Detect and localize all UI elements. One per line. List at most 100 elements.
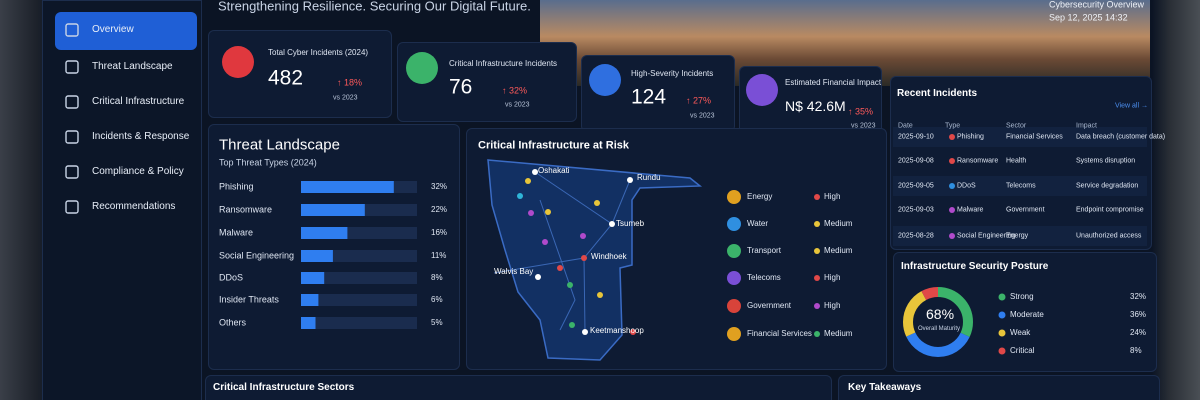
- nav-item[interactable]: Compliance & Policy: [92, 166, 184, 177]
- table-cell: Systems disruption: [1076, 157, 1136, 165]
- city-marker: [581, 255, 587, 261]
- top-right-title: Cybersecurity Overview: [1049, 0, 1145, 10]
- city-marker: [582, 329, 588, 335]
- bar-value-label: 32%: [431, 182, 448, 191]
- nav-icon: [65, 23, 79, 37]
- bar-track: [301, 272, 417, 284]
- donut-center-value: 68%: [926, 306, 955, 322]
- donut-center-label: Overall Maturity: [918, 326, 961, 332]
- table-cell: 2025-09-08: [898, 157, 934, 165]
- risk-dot: [814, 248, 820, 254]
- bar-label: Insider Threats: [219, 294, 279, 305]
- table-cell: Unauthorized access: [1076, 232, 1142, 240]
- table-cell: 2025-09-05: [898, 182, 934, 190]
- legend-label: Weak: [1010, 328, 1031, 337]
- risk-dot: [814, 303, 820, 309]
- sector-icon: [727, 244, 741, 258]
- city-label: Keetmanshoop: [590, 326, 644, 335]
- risk-dot: [814, 221, 820, 227]
- nav-item[interactable]: Recommendations: [92, 201, 176, 212]
- legend-dot: [998, 311, 1006, 319]
- timestamp: Sep 12, 2025 14:32: [1049, 12, 1128, 23]
- panel-title: Infrastructure Security Posture: [901, 261, 1049, 272]
- panel-subtitle: Top Threat Types (2024): [219, 157, 317, 168]
- nav-item[interactable]: Overview: [92, 24, 134, 35]
- nav-icon: [65, 95, 79, 109]
- legend-value: 24%: [1130, 328, 1147, 337]
- table-header: Type: [945, 122, 961, 130]
- nav-item[interactable]: Incidents & Response: [92, 131, 190, 142]
- bar: [301, 250, 333, 262]
- table-cell: Phishing: [957, 133, 984, 141]
- kpi-compare: vs 2023: [851, 122, 876, 130]
- kpi-icon: [746, 74, 778, 106]
- sectors-panel: [205, 375, 832, 400]
- table-cell: 2025-09-03: [898, 206, 934, 214]
- view-all-link[interactable]: View all →: [1115, 102, 1148, 110]
- risk-label: High: [824, 192, 841, 201]
- bar-label: Ransomware: [219, 204, 273, 215]
- bar-track: [301, 317, 417, 329]
- bar: [301, 204, 365, 216]
- risk-label: High: [824, 273, 841, 282]
- legend-dot: [998, 329, 1006, 337]
- table-cell: Data breach (customer data): [1076, 133, 1166, 141]
- table-cell: Ransomware: [957, 157, 999, 165]
- takeaways-panel: [838, 375, 1160, 400]
- bar-label: Malware: [219, 227, 254, 238]
- panel-title: Key Takeaways: [848, 382, 922, 393]
- type-dot: [949, 183, 955, 189]
- risk-label: Medium: [824, 329, 853, 338]
- kpi-change: ↑ 35%: [848, 106, 874, 117]
- table-cell: Health: [1006, 157, 1027, 165]
- kpi-value: 482: [268, 66, 304, 90]
- table-row: [893, 127, 1147, 147]
- sidebar: [42, 0, 202, 400]
- kpi-label: Critical Infrastructure Incidents: [449, 59, 558, 68]
- bar: [301, 294, 319, 306]
- namibia-map: [487, 159, 703, 361]
- nav-icon: [65, 200, 79, 214]
- risk-dot: [814, 331, 820, 337]
- panel-title: Recent Incidents: [897, 88, 978, 99]
- type-dot: [949, 233, 955, 239]
- sector-name: Transport: [747, 246, 781, 255]
- bar-value-label: 16%: [431, 228, 448, 237]
- table-cell: 2025-09-10: [898, 133, 934, 141]
- kpi-compare: vs 2023: [505, 101, 530, 109]
- bar-label: DDoS: [219, 272, 244, 283]
- city-marker: [535, 274, 541, 280]
- nav-item[interactable]: Critical Infrastructure: [92, 96, 185, 107]
- type-dot: [949, 134, 955, 140]
- city-label: Walvis Bay: [494, 267, 534, 276]
- risk-dot: [814, 275, 820, 281]
- kpi-compare: vs 2023: [333, 94, 358, 102]
- map-asset-dots: [517, 178, 636, 335]
- nav-item[interactable]: Threat Landscape: [92, 61, 173, 72]
- table-cell: Endpoint compromise: [1076, 206, 1144, 214]
- map-routes: [493, 171, 631, 333]
- city-label: Rundu: [637, 173, 661, 182]
- type-dot: [949, 158, 955, 164]
- kpi-change: ↑ 18%: [337, 77, 363, 88]
- risk-dot: [814, 194, 820, 200]
- panel-title: Critical Infrastructure at Risk: [478, 139, 629, 152]
- table-cell: Energy: [1006, 232, 1029, 240]
- kpi-icon: [406, 52, 438, 84]
- bar-label: Social Engineering: [219, 250, 295, 261]
- sector-name: Financial Services: [747, 329, 812, 338]
- sector-name: Telecoms: [747, 273, 781, 282]
- kpi-change: ↑ 27%: [686, 95, 712, 106]
- donut-segment: [903, 287, 973, 357]
- bar-track: [301, 294, 417, 306]
- risk-label: Medium: [824, 246, 853, 255]
- city-label: Tsumeb: [616, 219, 645, 228]
- table-row: [893, 200, 1147, 220]
- panel-title: Critical Infrastructure Sectors: [213, 382, 355, 393]
- city-marker: [532, 169, 538, 175]
- bar-label: Others: [219, 317, 247, 328]
- sector-icon: [727, 217, 741, 231]
- table-cell: Financial Services: [1006, 133, 1063, 141]
